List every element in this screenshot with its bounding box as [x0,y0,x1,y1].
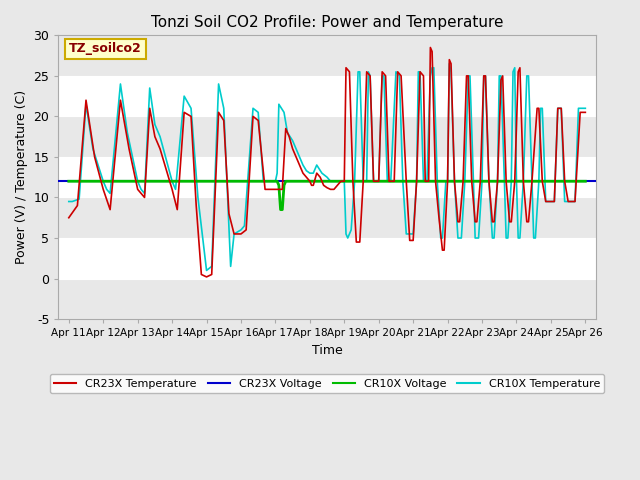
Bar [58,76,596,117]
Bar [58,36,596,76]
Legend: CR23X Temperature, CR23X Voltage, CR10X Voltage, CR10X Temperature: CR23X Temperature, CR23X Voltage, CR10X … [50,374,604,393]
Bar [58,197,596,238]
Bar [58,238,596,278]
Bar [58,278,596,319]
Y-axis label: Power (V) / Temperature (C): Power (V) / Temperature (C) [15,90,28,264]
X-axis label: Time: Time [312,344,342,357]
Text: TZ_soilco2: TZ_soilco2 [69,42,142,55]
Bar [58,117,596,157]
Bar [58,157,596,197]
Title: Tonzi Soil CO2 Profile: Power and Temperature: Tonzi Soil CO2 Profile: Power and Temper… [151,15,503,30]
